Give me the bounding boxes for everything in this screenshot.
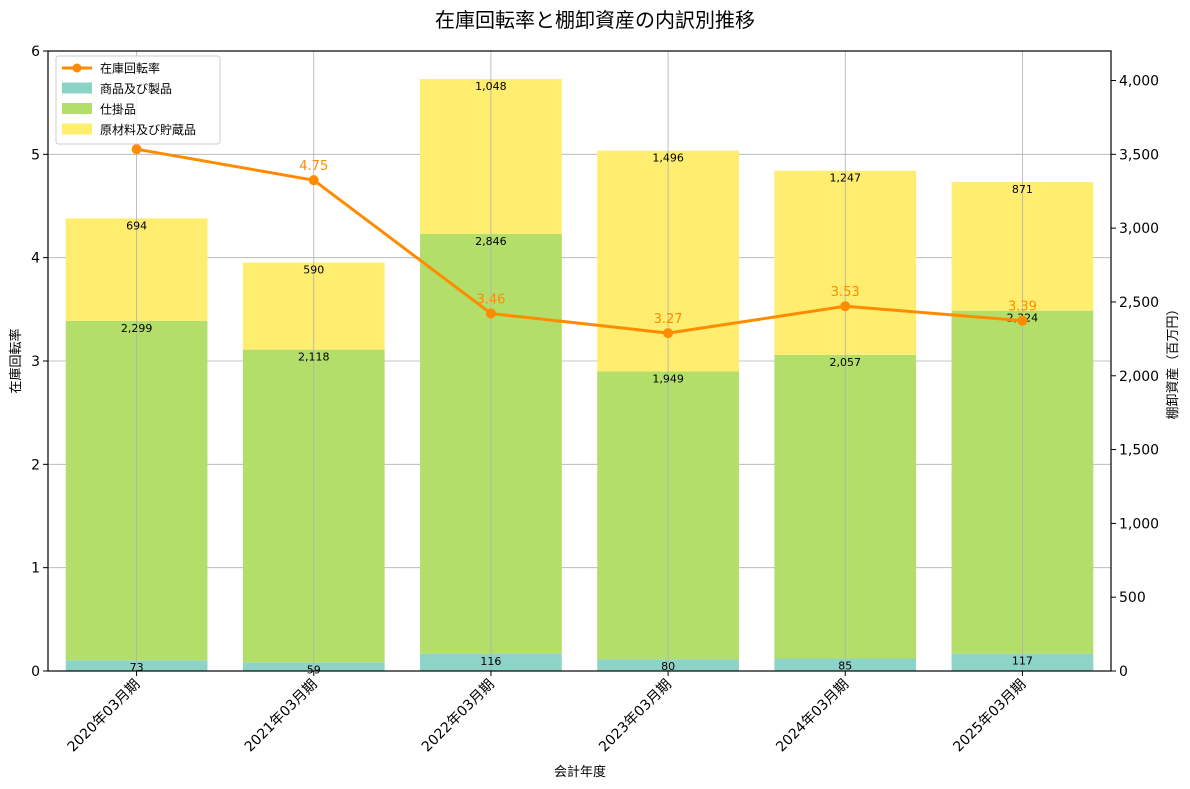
bar-value-label: 2,118 (298, 351, 330, 364)
y-right-tick-label: 500 (1119, 590, 1146, 606)
y-right-tick-label: 0 (1119, 664, 1128, 680)
bar-value-labels: 732,299694592,1185901162,8461,048801,949… (121, 80, 1038, 676)
turnover-point (840, 301, 851, 312)
y-axis-left-label: 在庫回転率 (8, 328, 24, 393)
legend-bar-swatch (62, 123, 92, 135)
turnover-point (663, 328, 674, 339)
turnover-point (1017, 315, 1028, 326)
bar-value-label: 694 (126, 219, 147, 232)
turnover-value-label: 3.27 (654, 312, 683, 327)
turnover-value-label: 3.46 (476, 292, 505, 307)
bar-value-label: 590 (303, 264, 324, 277)
y-right-tick-label: 1,500 (1119, 443, 1159, 459)
turnover-line-path (136, 147, 1023, 335)
bar-value-label: 1,048 (475, 80, 507, 93)
y-right-tick-label: 2,000 (1119, 369, 1159, 385)
bar-value-label: 1,949 (652, 372, 684, 385)
bar-value-label: 2,846 (475, 235, 507, 248)
legend-entry-label: 商品及び製品 (100, 81, 172, 96)
y-left-tick-label: 4 (31, 251, 40, 267)
y-right-tick-label: 1,000 (1119, 516, 1159, 532)
turnover-point (485, 308, 496, 319)
bar-value-label: 1,496 (652, 152, 684, 165)
legend-box (55, 55, 221, 145)
legend-marker-swatch (72, 63, 82, 73)
turnover-point (131, 144, 142, 155)
turnover-value-label: 3.53 (831, 285, 860, 300)
y-right-tick-label: 3,500 (1119, 147, 1159, 163)
legend-entry-label: 原材料及び貯蔵品 (100, 123, 196, 137)
bar-value-label: 85 (838, 659, 852, 672)
y-right-tick-label: 4,000 (1119, 74, 1159, 90)
y-left-tick-label: 0 (31, 664, 40, 680)
y-left-tick-label: 3 (31, 354, 40, 370)
chart-title: 在庫回転率と棚卸資産の内訳別推移 (435, 8, 755, 32)
y-right-tick-label: 3,000 (1119, 221, 1159, 237)
legend-bar-swatch (62, 103, 92, 114)
stacked-bars (65, 51, 1094, 671)
y-left-tick-label: 1 (31, 561, 40, 577)
y-left-tick-label: 5 (31, 147, 40, 163)
bar-value-label: 871 (1012, 183, 1033, 196)
bar-value-label: 80 (661, 660, 675, 673)
x-axis-label: 会計年度 (554, 764, 606, 780)
y-right-tick-label: 2,500 (1119, 295, 1159, 311)
turnover-line: 4.75 3.46 3.27 3.53 3.39 (131, 144, 1037, 339)
legend-entry-label: 仕掛品 (100, 102, 136, 117)
y-left-tick-label: 2 (31, 457, 40, 473)
turnover-value-label: 3.39 (1008, 300, 1037, 315)
turnover-point (308, 175, 319, 186)
y-axis-right-label: 棚卸資産（百万円） (1165, 302, 1181, 419)
turnover-value-label: 4.75 (299, 159, 328, 174)
legend-entry-label: 在庫回転率 (100, 61, 160, 76)
bar-value-label: 59 (307, 663, 321, 676)
y-left-tick-label: 6 (31, 44, 40, 60)
legend-bar-swatch (62, 82, 92, 94)
bar-value-label: 116 (480, 655, 501, 668)
bar-value-label: 2,299 (121, 322, 153, 335)
bar-value-label: 2,057 (830, 356, 862, 369)
bar-value-label: 117 (1012, 655, 1033, 668)
bar-value-label: 1,247 (830, 172, 862, 185)
